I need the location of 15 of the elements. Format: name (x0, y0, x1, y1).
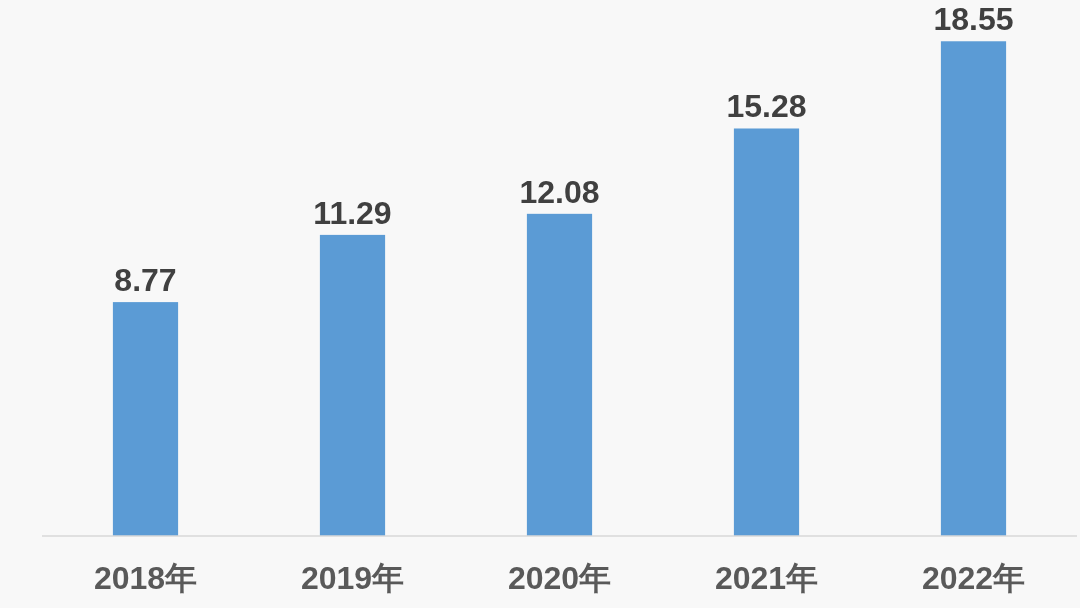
bar (112, 302, 179, 536)
x-tick-label: 2018年 (93, 560, 198, 596)
data-label: 15.28 (726, 88, 807, 125)
x-tick-label: 2022年 (921, 560, 1026, 596)
bar (733, 128, 800, 536)
data-label: 11.29 (313, 194, 392, 231)
bar (940, 41, 1007, 536)
data-label: 12.08 (519, 173, 600, 210)
x-tick-label: 2020年 (507, 560, 612, 596)
bar (319, 234, 386, 536)
data-label: 8.77 (114, 262, 177, 299)
x-tick-label: 2021年 (714, 560, 819, 596)
data-label: 18.55 (933, 1, 1014, 38)
bar (526, 213, 593, 536)
x-tick-label: 2019年 (300, 560, 405, 596)
